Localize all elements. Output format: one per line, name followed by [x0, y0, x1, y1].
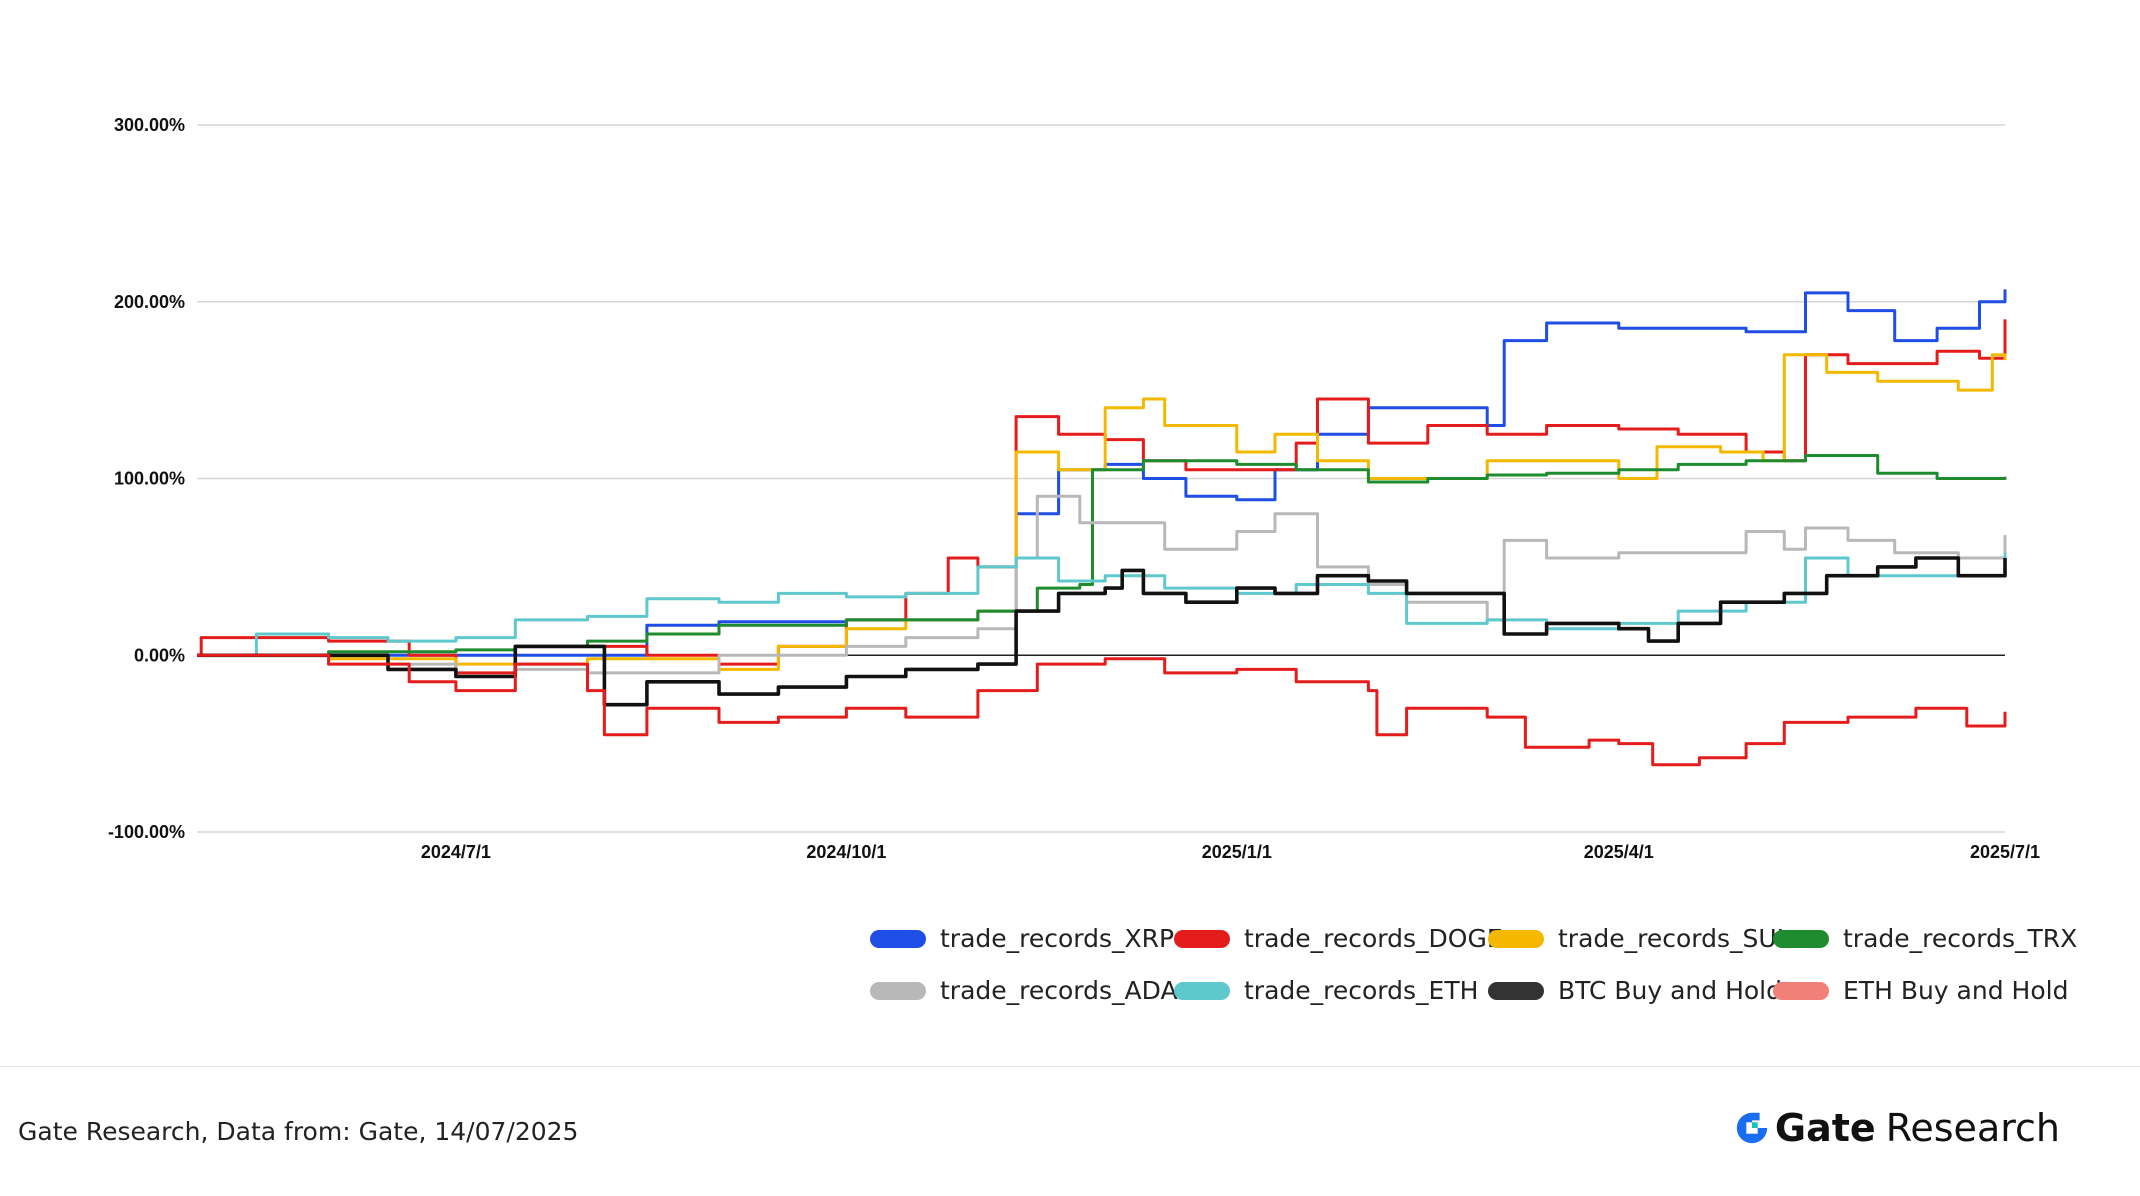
legend-label: trade_records_SUI: [1558, 924, 1785, 953]
x-tick-label: 2024/10/1: [806, 842, 886, 862]
legend-item: trade_records_TRX: [1773, 924, 2077, 953]
legend-swatch: [870, 981, 926, 1000]
legend-item: trade_records_XRP: [870, 924, 1174, 953]
legend-swatch: [1773, 929, 1829, 948]
legend-label: trade_records_TRX: [1843, 924, 2078, 953]
y-tick-label: 0.00%: [134, 645, 185, 665]
x-tick-label: 2025/7/1: [1970, 842, 2040, 862]
y-tick-label: 100.00%: [114, 469, 185, 489]
footer-divider: [0, 1066, 2140, 1067]
legend-item: trade_records_ETH: [1174, 976, 1478, 1005]
brand-name: Gate: [1774, 1106, 1876, 1150]
legend-label: trade_records_ADA: [940, 976, 1178, 1005]
grid-lines: [197, 124, 2005, 833]
legend-item: trade_records_DOGE: [1174, 924, 1503, 953]
legend-swatch: [870, 929, 926, 948]
x-tick-label: 2025/4/1: [1584, 842, 1654, 862]
series-line-btc-buy-and-hold: [197, 556, 2007, 707]
series-line-trade-records-trx: [197, 454, 2007, 657]
legend-swatch: [1174, 981, 1230, 1000]
series-line-trade-records-eth: [197, 552, 2007, 657]
series-line-trade-records-doge: [197, 319, 2007, 675]
series-line-trade-records-ada: [197, 494, 2007, 678]
y-tick-label: 200.00%: [114, 292, 185, 312]
legend-label: trade_records_DOGE: [1244, 924, 1503, 953]
y-axis-ticks: -100.00% 0.00% 100.00% 200.00% 300.00%: [108, 115, 185, 842]
brand-logo: Gate Research: [1733, 1106, 2060, 1150]
legend-swatch: [1488, 929, 1544, 948]
x-tick-label: 2025/1/1: [1202, 842, 1272, 862]
series-lines: [197, 289, 2007, 767]
legend-item: ETH Buy and Hold: [1773, 976, 2068, 1005]
legend-label: trade_records_XRP: [940, 924, 1175, 953]
series-line-eth-buy-and-hold: [197, 653, 2007, 767]
x-axis-ticks: 2024/7/1 2024/10/1 2025/1/1 2025/4/1 2025/7/…: [421, 842, 2040, 862]
legend-item: trade_records_SUI: [1488, 924, 1784, 953]
series-line-trade-records-sui: [197, 353, 2007, 671]
legend-label: trade_records_ETH: [1244, 976, 1479, 1005]
legend-swatch: [1773, 981, 1829, 1000]
legend-label: ETH Buy and Hold: [1843, 976, 2069, 1005]
x-tick-label: 2024/7/1: [421, 842, 491, 862]
y-tick-label: -100.00%: [108, 822, 185, 842]
brand-sub: Research: [1885, 1106, 2060, 1150]
legend-item: trade_records_ADA: [870, 976, 1178, 1005]
legend-swatch: [1488, 981, 1544, 1000]
legend-swatch: [1174, 929, 1230, 948]
y-tick-label: 300.00%: [114, 115, 185, 135]
line-chart: -100.00% 0.00% 100.00% 200.00% 300.00% 2024/…: [108, 115, 2040, 862]
legend-label: BTC Buy and Hold: [1558, 976, 1782, 1005]
legend-item: BTC Buy and Hold: [1488, 976, 1782, 1005]
gate-logo-icon: [1736, 1112, 1768, 1144]
source-note: Gate Research, Data from: Gate, 14/07/20…: [18, 1117, 579, 1146]
